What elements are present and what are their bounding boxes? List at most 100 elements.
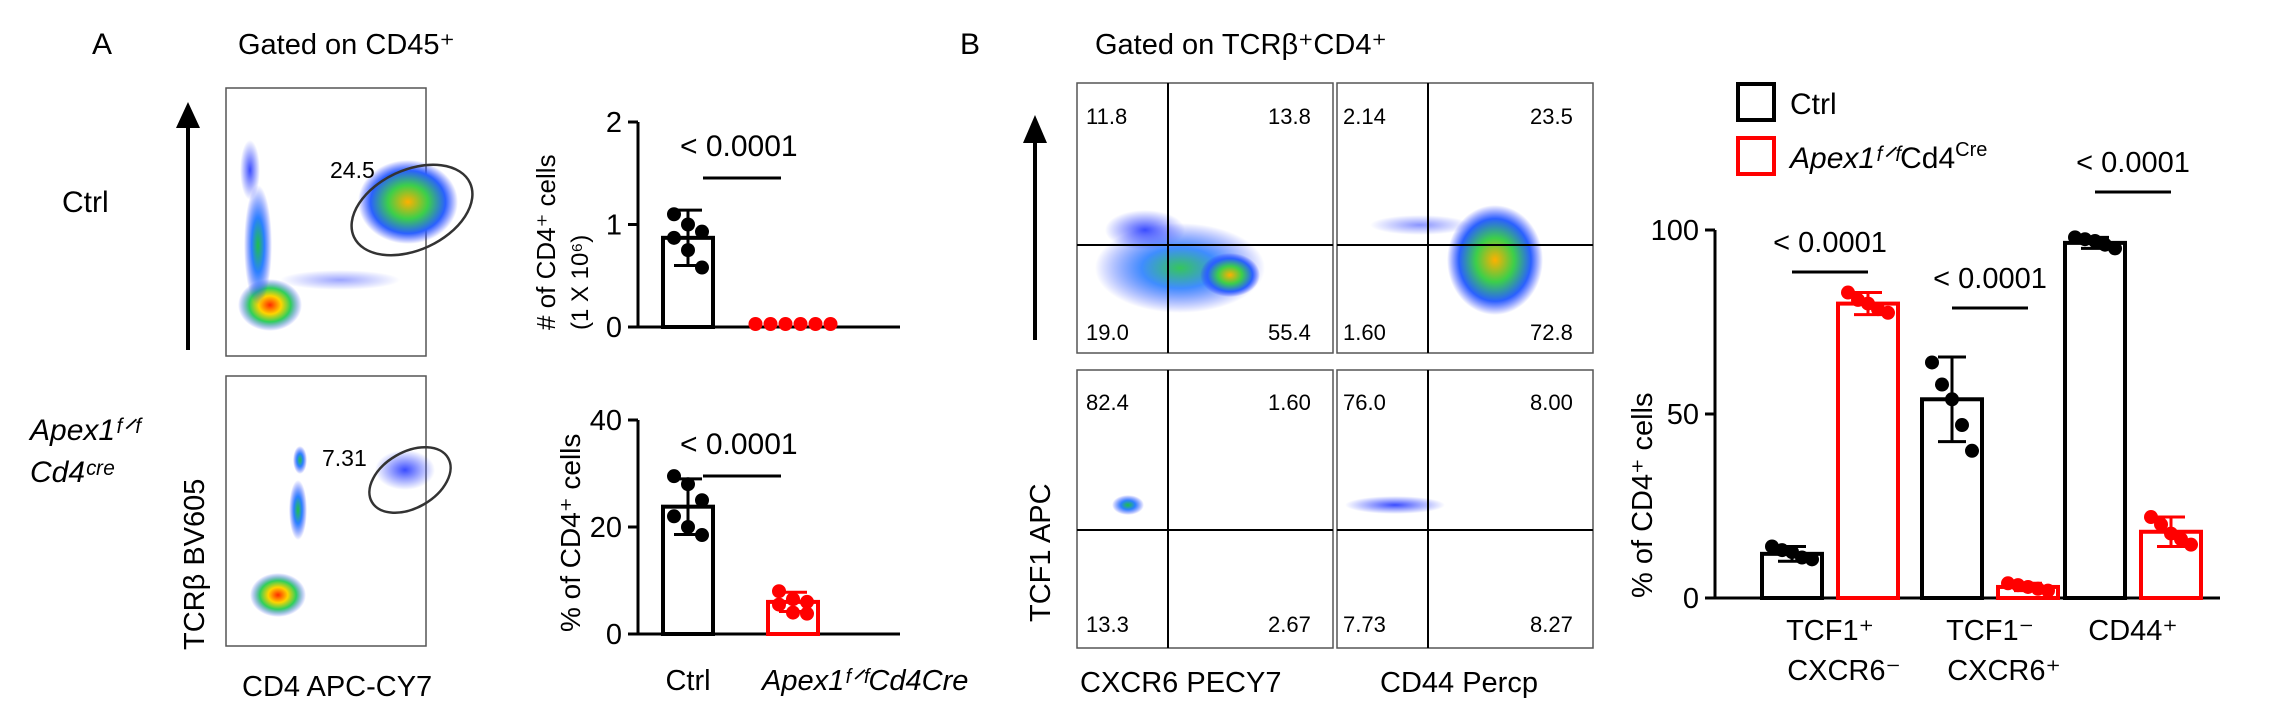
q-ko-cd44-ul: 76.0 bbox=[1343, 390, 1386, 415]
quad-plot-ko-cd44: 76.0 8.00 7.73 8.27 bbox=[1336, 369, 1594, 649]
data-point bbox=[695, 528, 709, 543]
data-point bbox=[681, 243, 695, 258]
y-tick-label: 50 bbox=[1667, 399, 1699, 431]
p-value-label: < 0.0001 bbox=[680, 130, 798, 163]
data-point bbox=[2184, 537, 2198, 552]
flow-plot-ctrl: 24.5 bbox=[225, 87, 474, 357]
data-point bbox=[1945, 392, 1959, 407]
data-point bbox=[772, 584, 786, 599]
data-point bbox=[786, 592, 800, 607]
data-point bbox=[772, 597, 786, 612]
data-point bbox=[763, 317, 778, 331]
data-point bbox=[1881, 305, 1895, 320]
panel-a-label: A bbox=[92, 28, 112, 61]
q-ctrl-cxcr6-ul: 11.8 bbox=[1086, 104, 1127, 129]
q-ctrl-cd44-ur: 23.5 bbox=[1530, 104, 1573, 129]
x-category-label: CXCR6⁺ bbox=[1947, 655, 2061, 687]
y-tick-label: 1 bbox=[606, 210, 622, 242]
data-point bbox=[1935, 377, 1949, 392]
bar-chart-cd4-count: 0 1 2 < 0.0001 # of CD4⁺ cells (1 X 10⁶) bbox=[531, 107, 900, 344]
data-point bbox=[695, 224, 709, 239]
x-category-label: Apex1ᶠᐟᶠCd4Cre bbox=[760, 665, 968, 697]
panel-a-gate-title: Gated on CD45⁺ bbox=[238, 29, 455, 61]
data-point bbox=[823, 317, 838, 331]
y-tick-label: 40 bbox=[590, 405, 622, 437]
data-point bbox=[2108, 241, 2122, 256]
panel-b-label: B bbox=[960, 28, 980, 61]
data-point bbox=[681, 217, 695, 232]
panel-b-x-axis-left: CXCR6 PECY7 bbox=[1080, 667, 1281, 699]
legend-label-ctrl: Ctrl bbox=[1790, 88, 1837, 121]
y-axis-label: % of CD4⁺ cells bbox=[1627, 393, 1659, 598]
data-point bbox=[800, 606, 814, 621]
data-point bbox=[748, 317, 763, 331]
data-point bbox=[2041, 583, 2055, 598]
data-point bbox=[1841, 285, 1855, 300]
panel-b-x-axis-right: CD44 Percp bbox=[1380, 667, 1538, 699]
data-point bbox=[786, 605, 800, 620]
y-axis-label-units: (1 X 10⁶) bbox=[567, 235, 594, 330]
y-tick-label: 20 bbox=[590, 512, 622, 544]
quad-plot-ctrl-cd44: 2.14 23.5 1.60 72.8 bbox=[1336, 82, 1594, 354]
q-ko-cd44-ur: 8.00 bbox=[1530, 390, 1573, 415]
data-point bbox=[2144, 510, 2158, 525]
y-tick-label: 0 bbox=[1683, 583, 1699, 615]
panel-a-y-arrowhead-icon bbox=[176, 102, 200, 128]
data-point bbox=[793, 317, 808, 331]
q-ctrl-cd44-lr: 72.8 bbox=[1530, 320, 1573, 345]
data-point bbox=[800, 594, 814, 609]
p-value-label: < 0.0001 bbox=[1773, 227, 1887, 259]
gate-ellipse-ctrl bbox=[350, 163, 474, 257]
q-ko-cxcr6-lr: 2.67 bbox=[1268, 612, 1311, 637]
ko-gate-pct: 7.31 bbox=[322, 445, 367, 471]
bar-chart-subsets: 0 50 100 % of CD4⁺ cells < 0.0001 < 0.0001 < 0… bbox=[1627, 82, 2220, 687]
data-point bbox=[667, 509, 681, 524]
p-value-label: < 0.0001 bbox=[1933, 263, 2047, 295]
data-point bbox=[1955, 418, 1969, 433]
p-value-label: < 0.0001 bbox=[680, 428, 798, 461]
panel-b-y-axis-label: TCF1 APC bbox=[1025, 483, 1057, 622]
quad-plot-ko-cxcr6: 82.4 1.60 13.3 2.67 bbox=[1076, 369, 1334, 649]
data-point bbox=[667, 469, 681, 484]
data-point bbox=[681, 520, 695, 534]
y-axis-label: # of CD4⁺ cells bbox=[531, 154, 561, 330]
row-ko-label-line1: Apex1ᶠᐟᶠ bbox=[28, 414, 143, 447]
data-point bbox=[695, 260, 709, 275]
data-point bbox=[695, 493, 709, 508]
panel-a-x-axis-label: CD4 APC-CY7 bbox=[242, 671, 432, 703]
row-ko-label-line2: Cd4ᶜʳᵉ bbox=[30, 456, 114, 489]
quad-plot-ctrl-cxcr6: 11.8 13.8 19.0 55.4 bbox=[1076, 82, 1334, 354]
bar-chart-cd4-percent: 0 20 40 < 0.0001 % of CD4⁺ cells Ctrl Apex1ᶠᐟᶠ… bbox=[555, 405, 968, 697]
panel-a-y-axis-label: TCRβ BV605 bbox=[179, 479, 211, 650]
data-point bbox=[2154, 517, 2168, 532]
x-category-label: CXCR6⁻ bbox=[1787, 655, 1901, 687]
q-ctrl-cd44-ll: 1.60 bbox=[1343, 320, 1386, 345]
data-point bbox=[681, 477, 695, 492]
panel-b-y-arrowhead-icon bbox=[1023, 115, 1047, 143]
bar bbox=[1836, 301, 1900, 600]
panel-b-gate-title: Gated on TCRβ⁺CD4⁺ bbox=[1095, 29, 1387, 61]
x-category-label: Ctrl bbox=[665, 665, 710, 697]
q-ctrl-cxcr6-ur: 13.8 bbox=[1268, 104, 1311, 129]
y-tick-label: 0 bbox=[606, 312, 622, 344]
q-ctrl-cd44-ul: 2.14 bbox=[1343, 104, 1386, 129]
data-point bbox=[667, 230, 681, 245]
x-category-label: TCF1⁻ bbox=[1946, 615, 2034, 647]
q-ctrl-cxcr6-ll: 19.0 bbox=[1086, 320, 1129, 345]
legend-swatch-ko bbox=[1736, 136, 1776, 176]
data-point bbox=[1925, 355, 1939, 370]
q-ko-cxcr6-ll: 13.3 bbox=[1086, 612, 1129, 637]
x-category-label: TCF1⁺ bbox=[1786, 615, 1874, 647]
bar bbox=[2063, 240, 2127, 600]
flow-plot-ko: 7.31 bbox=[225, 375, 452, 647]
y-tick-label: 100 bbox=[1651, 215, 1699, 247]
q-ko-cxcr6-ul: 82.4 bbox=[1086, 390, 1129, 415]
data-point bbox=[1965, 443, 1979, 458]
y-axis-label: % of CD4⁺ cells bbox=[555, 434, 586, 632]
y-tick-label: 0 bbox=[606, 619, 622, 651]
data-point bbox=[808, 317, 823, 331]
x-category-label: CD44⁺ bbox=[2088, 615, 2177, 647]
data-point bbox=[667, 207, 681, 222]
data-point bbox=[1805, 552, 1819, 567]
